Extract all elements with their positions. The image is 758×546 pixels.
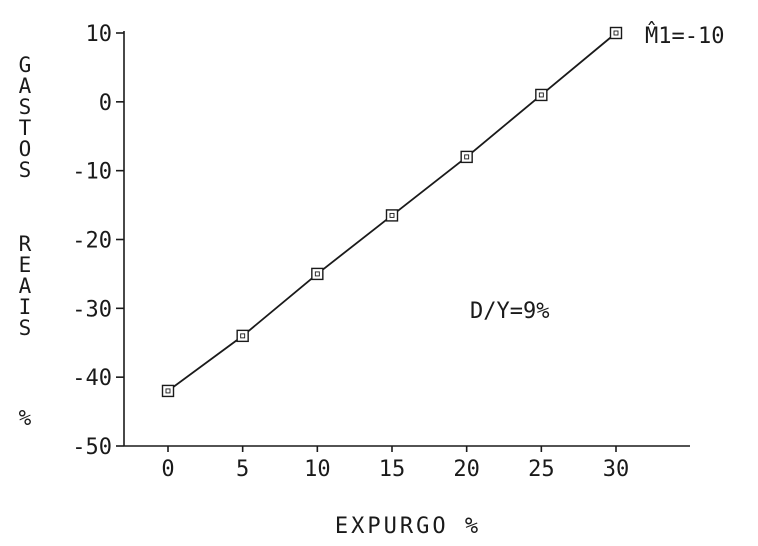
data-point-inner — [464, 154, 470, 160]
data-point — [535, 88, 548, 102]
series-group — [161, 26, 623, 398]
y-tick-label: -20 — [72, 229, 112, 254]
data-point-inner — [314, 271, 320, 277]
data-point-inner — [165, 388, 171, 394]
data-point — [311, 267, 324, 281]
y-axis-label-char: R — [19, 232, 32, 256]
y-axis-label-char: I — [19, 295, 32, 319]
y-tick-label: -30 — [72, 297, 112, 322]
y-axis-label-char: G — [19, 53, 32, 77]
y-axis-label-char: A — [19, 74, 32, 98]
y-tick-label: -50 — [72, 435, 112, 460]
x-axis-ticks: 0 5 10 15 20 25 30 — [161, 446, 629, 482]
y-axis-label-char: O — [19, 137, 32, 161]
x-tick-label: 10 — [304, 457, 331, 482]
data-point — [385, 209, 399, 222]
y-tick-label: -10 — [72, 160, 112, 185]
y-tick-label: 10 — [86, 22, 113, 47]
y-axis-label-char: S — [19, 158, 32, 182]
axes — [123, 31, 690, 447]
y-axis-label-char: T — [19, 116, 32, 140]
data-point-inner — [538, 92, 544, 98]
data-point — [236, 329, 249, 343]
y-axis-label-char: S — [19, 316, 32, 340]
y-tick-label: 0 — [99, 91, 112, 116]
data-point — [460, 150, 473, 164]
data-point — [609, 26, 623, 40]
annotation-dy: D/Y=9% — [470, 299, 549, 324]
x-tick-label: 15 — [379, 457, 406, 482]
x-tick-label: 25 — [528, 457, 555, 482]
x-tick-label: 30 — [603, 457, 630, 482]
y-axis-ticks: 10 0 -10 -20 -30 -40 -50 — [72, 22, 124, 460]
y-axis-label-char: A — [19, 274, 32, 298]
data-point-inner — [389, 212, 395, 218]
y-axis-label-char: % — [19, 406, 32, 430]
annotation-m1: M̂1=-10 — [645, 22, 724, 49]
data-point-inner — [613, 30, 619, 36]
data-point — [161, 384, 175, 398]
y-axis-label-char: E — [19, 253, 32, 277]
x-tick-label: 5 — [236, 457, 249, 482]
x-tick-label: 20 — [453, 457, 480, 482]
y-tick-label: -40 — [72, 366, 112, 391]
y-axis-label-char: S — [19, 95, 32, 119]
x-axis-label: EXPURGO % — [335, 514, 481, 539]
data-point-inner — [240, 333, 246, 339]
x-tick-label: 0 — [161, 457, 174, 482]
